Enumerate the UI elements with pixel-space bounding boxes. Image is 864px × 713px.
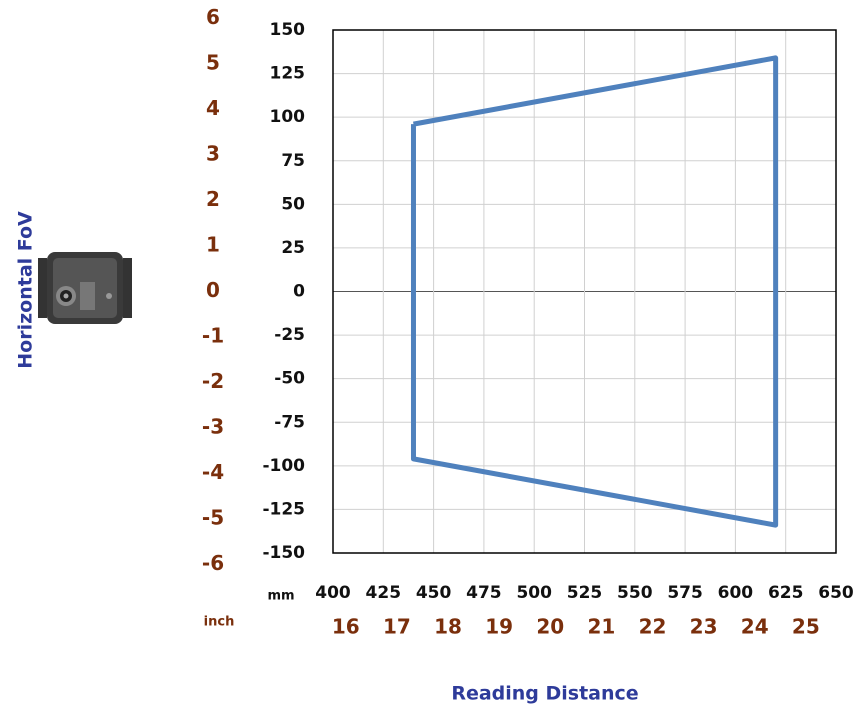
- y-tick-label: 150: [270, 20, 306, 40]
- y-tick-label: 50: [281, 194, 305, 214]
- x2-tick-label: 19: [485, 615, 513, 639]
- y-tick-label: -125: [262, 499, 305, 519]
- x-tick-label: 450: [416, 583, 452, 603]
- y2-tick-label: -3: [202, 414, 224, 438]
- y2-tick-label: 5: [206, 51, 220, 75]
- x-tick-label: 400: [315, 583, 351, 603]
- y2-tick-label: 3: [206, 142, 220, 166]
- x-tick-label: 625: [768, 583, 804, 603]
- y-tick-label: -150: [262, 543, 305, 563]
- x2-tick-label: 20: [536, 615, 564, 639]
- y-tick-label: 100: [270, 107, 306, 127]
- x-axis-title: Reading Distance: [451, 683, 638, 705]
- plot-frame: [332, 29, 837, 554]
- x2-tick-label: 21: [587, 615, 615, 639]
- y-tick-label: -100: [262, 456, 305, 476]
- x2-tick-label: 24: [741, 615, 769, 639]
- device-icon: [38, 252, 132, 324]
- x2-tick-label: 22: [639, 615, 667, 639]
- x-tick-label: 425: [366, 583, 402, 603]
- x2-tick-label: 25: [792, 615, 820, 639]
- x2-unit: inch: [204, 615, 235, 630]
- x-tick-label: 600: [718, 583, 754, 603]
- series-line: [410, 55, 779, 528]
- y2-tick-label: -6: [202, 551, 224, 575]
- y-tick-label: -75: [274, 412, 305, 432]
- y-tick-label: 0: [293, 282, 305, 302]
- y2-tick-label: 6: [206, 5, 220, 29]
- y-tick-label: 125: [270, 64, 306, 84]
- y2-tick-label: 2: [206, 187, 220, 211]
- y2-tick-label: -4: [202, 460, 224, 484]
- y2-tick-label: -2: [202, 369, 224, 393]
- y-tick-label: -25: [274, 325, 305, 345]
- x2-tick-label: 16: [332, 615, 360, 639]
- x2-tick-label: 23: [690, 615, 718, 639]
- y-tick-label: -50: [274, 369, 305, 389]
- x-unit: mm: [267, 589, 294, 604]
- y2-tick-label: -1: [202, 323, 224, 347]
- y-tick-label: 25: [281, 238, 305, 258]
- x-tick-label: 475: [466, 583, 502, 603]
- y2-tick-label: -5: [202, 505, 224, 529]
- x-tick-label: 550: [617, 583, 653, 603]
- y2-tick-label: 1: [206, 233, 220, 257]
- y2-tick-label: 0: [206, 278, 220, 302]
- y-axis-title: Horizontal FoV: [15, 211, 37, 369]
- x-tick-label: 575: [667, 583, 703, 603]
- x2-tick-label: 17: [383, 615, 411, 639]
- x-tick-label: 525: [567, 583, 603, 603]
- x-tick-label: 500: [516, 583, 552, 603]
- x-tick-label: 650: [818, 583, 854, 603]
- x2-tick-label: 18: [434, 615, 462, 639]
- y2-tick-label: 4: [206, 96, 220, 120]
- y-tick-label: 75: [281, 151, 305, 171]
